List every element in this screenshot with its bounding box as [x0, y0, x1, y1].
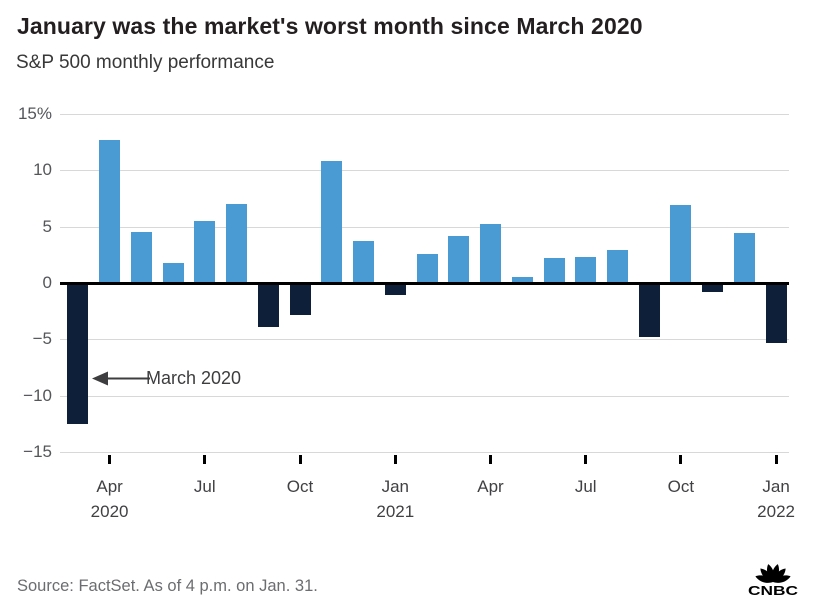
gridline--10: [60, 395, 789, 397]
x-axis-label-month: Jan: [762, 477, 790, 496]
x-tick-apr: [489, 455, 492, 464]
bar-may-2020: [130, 232, 152, 283]
x-axis-label-month: Jul: [193, 477, 216, 496]
gridline--5: [60, 339, 789, 341]
x-tick-jan2021: [393, 455, 397, 464]
x-axis-label-month: Oct: [286, 477, 314, 496]
bar-sep-2021: [638, 283, 660, 338]
gridline--15: [60, 452, 789, 453]
y-axis-label--5: −5: [32, 329, 52, 349]
y-axis-label-15: 15%: [17, 104, 52, 123]
x-tick-jul: [203, 455, 207, 464]
bar-jan-2022: [765, 283, 787, 343]
y-axis-label-0: 0: [42, 273, 52, 292]
source-note: Source: FactSet. As of 4 p.m. on Jan. 31…: [17, 577, 318, 595]
bar-apr-2021: [480, 224, 501, 283]
bar-mar-2020: [67, 283, 89, 424]
x-axis-label-year: 2020: [90, 502, 129, 521]
bar-jun-2021: [543, 258, 565, 283]
bar-oct-2020: [289, 283, 311, 315]
y-axis-label--10: −10: [23, 385, 52, 405]
bar-oct-2021: [670, 205, 692, 283]
x-axis-label-month: Apr: [477, 477, 504, 496]
bar-aug-2021: [606, 250, 628, 283]
annotation-label: March 2020: [146, 368, 242, 388]
x-tick-jan2022: [774, 455, 778, 464]
bar-jul-2021: [575, 257, 597, 283]
chart-title: January was the market's worst month sin…: [17, 13, 643, 39]
bar-feb-2021: [416, 253, 438, 283]
bar-sep-2020: [257, 283, 279, 327]
arrow-left-icon: [92, 371, 150, 386]
x-axis-label-month: Apr: [96, 477, 123, 496]
chart-subtitle: S&P 500 monthly performance: [16, 52, 275, 73]
y-axis-label-10: 10: [33, 160, 52, 180]
bar-mar-2021: [448, 235, 470, 283]
bar-jun-2020: [162, 262, 184, 283]
bar-dec-2021: [733, 233, 755, 283]
bar-dec-2020: [353, 241, 374, 283]
y-axis-label-5: 5: [42, 216, 52, 236]
bar-jan-2021: [384, 283, 406, 296]
cnbc-logo-text: CNBC: [748, 583, 799, 597]
x-tick-jul: [584, 455, 588, 464]
y-axis-label--15: −15: [23, 442, 52, 461]
gridline-5: [60, 226, 789, 228]
x-tick-oct: [298, 455, 302, 464]
gridline-10: [60, 170, 789, 172]
x-tick-apr2020: [108, 455, 112, 464]
x-axis-label-month: Jul: [574, 477, 597, 496]
x-axis-label-year: 2022: [757, 502, 795, 521]
gridline-15: [60, 114, 789, 115]
x-axis-label-month: Jan: [381, 477, 409, 496]
cnbc-logo: CNBC: [748, 564, 799, 597]
bar-jul-2020: [194, 221, 216, 283]
march-2020-annotation: March 2020: [92, 368, 241, 389]
bar-may-2021: [511, 277, 533, 283]
x-axis-label-year: 2021: [376, 502, 415, 521]
x-axis-line: [60, 281, 789, 285]
bar-nov-2021: [702, 283, 724, 292]
bar-aug-2020: [226, 204, 248, 283]
x-tick-oct: [679, 455, 683, 464]
bar-nov-2020: [321, 161, 343, 283]
bar-apr-2020: [99, 139, 121, 283]
x-axis-label-month: Oct: [667, 477, 695, 496]
